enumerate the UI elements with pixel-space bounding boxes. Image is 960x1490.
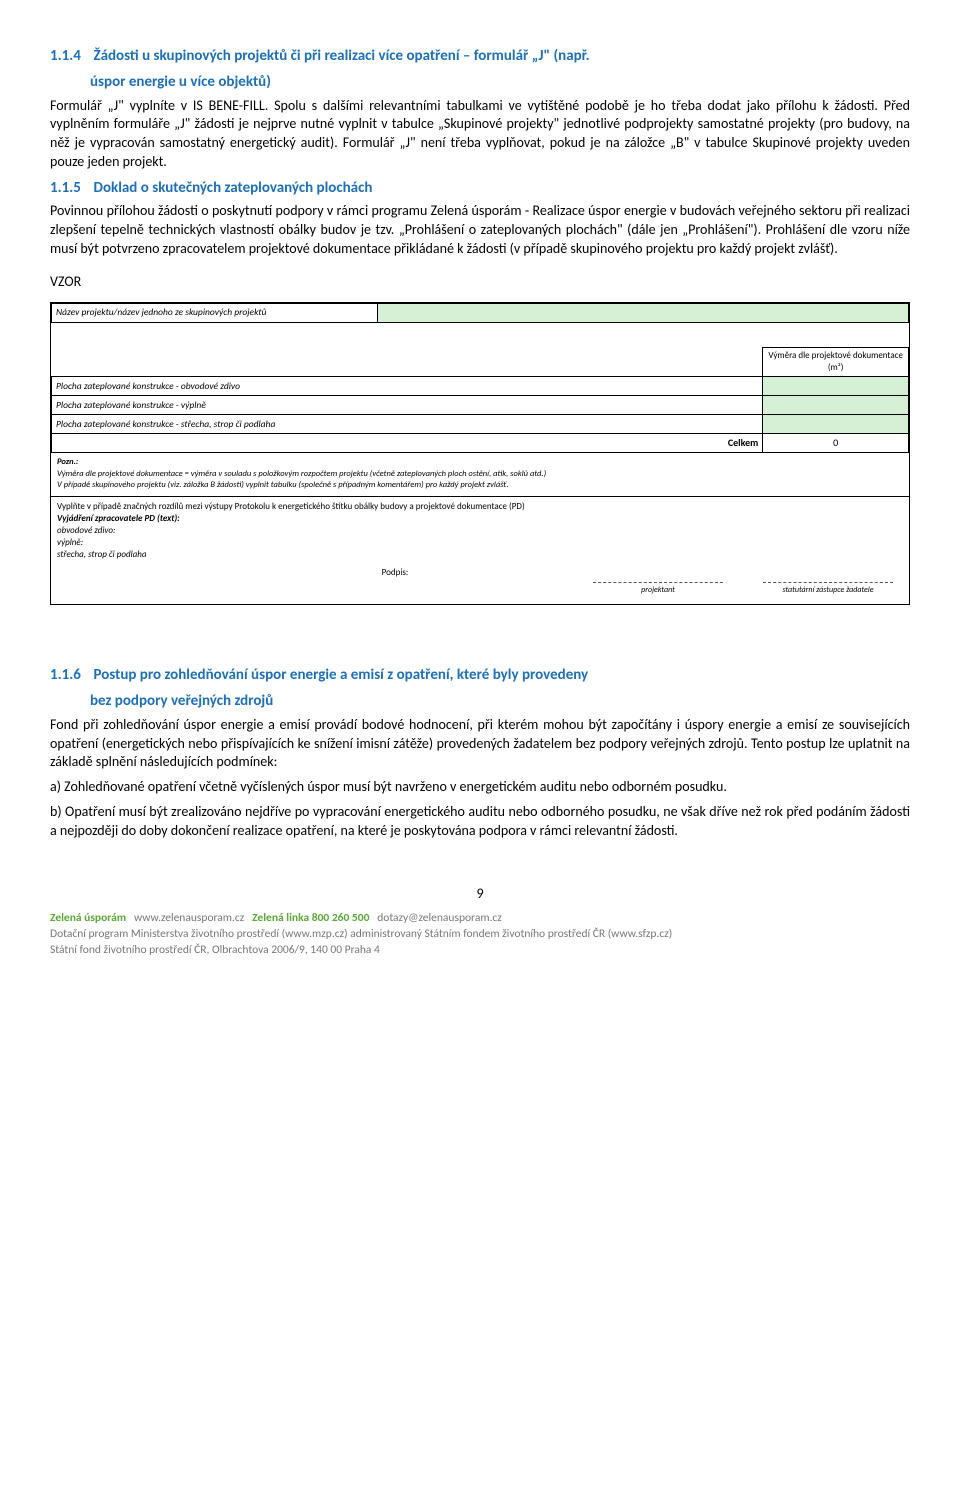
- heading-114: 1.1.4 Žádosti u skupinových projektů či …: [50, 46, 910, 66]
- row-label: Plocha zateplované konstrukce - obvodové…: [52, 377, 763, 396]
- signature-row: projektant statutární zástupce žadatele: [57, 582, 903, 596]
- heading-115: 1.1.5 Doklad o skutečných zateplovaných …: [50, 178, 910, 198]
- heading-text-l2: úspor energie u více objektů): [90, 73, 271, 91]
- para-114: Formulář „J" vyplníte v IS BENE-FILL. Sp…: [50, 97, 910, 173]
- heading-text-l2: bez podpory veřejných zdrojů: [90, 692, 273, 710]
- field-line: výplně:: [57, 537, 903, 549]
- row-label: Plocha zateplované konstrukce - výplně: [52, 396, 763, 415]
- project-name-input[interactable]: [377, 303, 908, 322]
- signature-area: Vyplňte v případě značných rozdílů mezi …: [51, 496, 909, 605]
- heading-num: 1.1.6: [50, 666, 81, 684]
- para-116: Fond při zohledňování úspor energie a em…: [50, 716, 910, 773]
- para-116-a: a) Zohledňované opatření včetně vyčíslen…: [50, 778, 910, 797]
- table-row: Výměra dle projektové dokumentace (m²): [52, 347, 909, 376]
- footer-url: www.zelenausporam.cz: [134, 911, 244, 925]
- table-row: Plocha zateplované konstrukce - střecha,…: [52, 415, 909, 434]
- table-row: Plocha zateplované konstrukce - výplně: [52, 396, 909, 415]
- table-row: Plocha zateplované konstrukce - obvodové…: [52, 377, 909, 396]
- value-input[interactable]: [763, 396, 909, 415]
- vzor-table: Název projektu/název jednoho ze skupinov…: [51, 303, 909, 453]
- celkem-label: Celkem: [52, 434, 763, 453]
- vzor-form-box: Název projektu/název jednoho ze skupinov…: [50, 302, 910, 605]
- field-line: obvodové zdivo:: [57, 525, 903, 537]
- empty-cell: [377, 347, 763, 376]
- empty-cell: [52, 347, 378, 376]
- project-name-label: Název projektu/název jednoho ze skupinov…: [52, 303, 378, 322]
- instr-line: Vyplňte v případě značných rozdílů mezi …: [57, 501, 903, 513]
- row-label: Plocha zateplované konstrukce - střecha,…: [52, 415, 763, 434]
- field-line: střecha, strop či podlaha: [57, 549, 903, 561]
- para-115: Povinnou přílohou žádosti o poskytnutí p…: [50, 202, 910, 259]
- value-input[interactable]: [763, 377, 909, 396]
- footer-email: dotazy@zelenausporam.cz: [377, 911, 502, 925]
- celkem-value: 0: [763, 434, 909, 453]
- footer: Zelená úsporám www.zelenausporam.cz Zele…: [50, 910, 910, 958]
- vyj-label: Vyjádření zpracovatele PD (text):: [57, 513, 903, 525]
- heading-num: 1.1.5: [50, 179, 81, 197]
- heading-114-l2-wrap: úspor energie u více objektů): [90, 72, 910, 92]
- para-116-b: b) Opatření musí být zrealizováno nejdří…: [50, 803, 910, 841]
- pozn-line: V případě skupinového projektu (viz. zál…: [57, 480, 903, 491]
- spacer-row: [52, 322, 909, 347]
- value-input[interactable]: [763, 415, 909, 434]
- podpis-label: Podpis:: [57, 567, 903, 579]
- footer-phone: Zelená linka 800 260 500: [252, 911, 369, 925]
- heading-text-l1: Postup pro zohledňování úspor energie a …: [94, 666, 589, 684]
- heading-116: 1.1.6 Postup pro zohledňování úspor ener…: [50, 665, 910, 685]
- heading-116-l2-wrap: bez podpory veřejných zdrojů: [90, 691, 910, 711]
- col-header: Výměra dle projektové dokumentace (m²): [763, 347, 909, 376]
- heading-text-l1: Žádosti u skupinových projektů či při re…: [94, 47, 590, 65]
- heading-text: Doklad o skutečných zateplovaných plochá…: [94, 179, 373, 197]
- table-row: Celkem 0: [52, 434, 909, 453]
- heading-num: 1.1.4: [50, 47, 81, 65]
- signature-projektant: projektant: [593, 582, 723, 596]
- footer-brand: Zelená úsporám: [50, 911, 126, 925]
- page-number: 9: [50, 885, 910, 904]
- footer-line2: Dotační program Ministerstva životního p…: [50, 927, 672, 941]
- vzor-label: VZOR: [50, 273, 910, 292]
- signature-statutarni: statutární zástupce žadatele: [763, 582, 893, 596]
- notes-block: Pozn.: Výměra dle projektové dokumentace…: [51, 453, 909, 495]
- pozn-label: Pozn.:: [57, 457, 903, 468]
- footer-line3: Státní fond životního prostředí ČR, Olbr…: [50, 943, 380, 957]
- pozn-line: Výměra dle projektové dokumentace = výmě…: [57, 469, 903, 480]
- table-row: Název projektu/název jednoho ze skupinov…: [52, 303, 909, 322]
